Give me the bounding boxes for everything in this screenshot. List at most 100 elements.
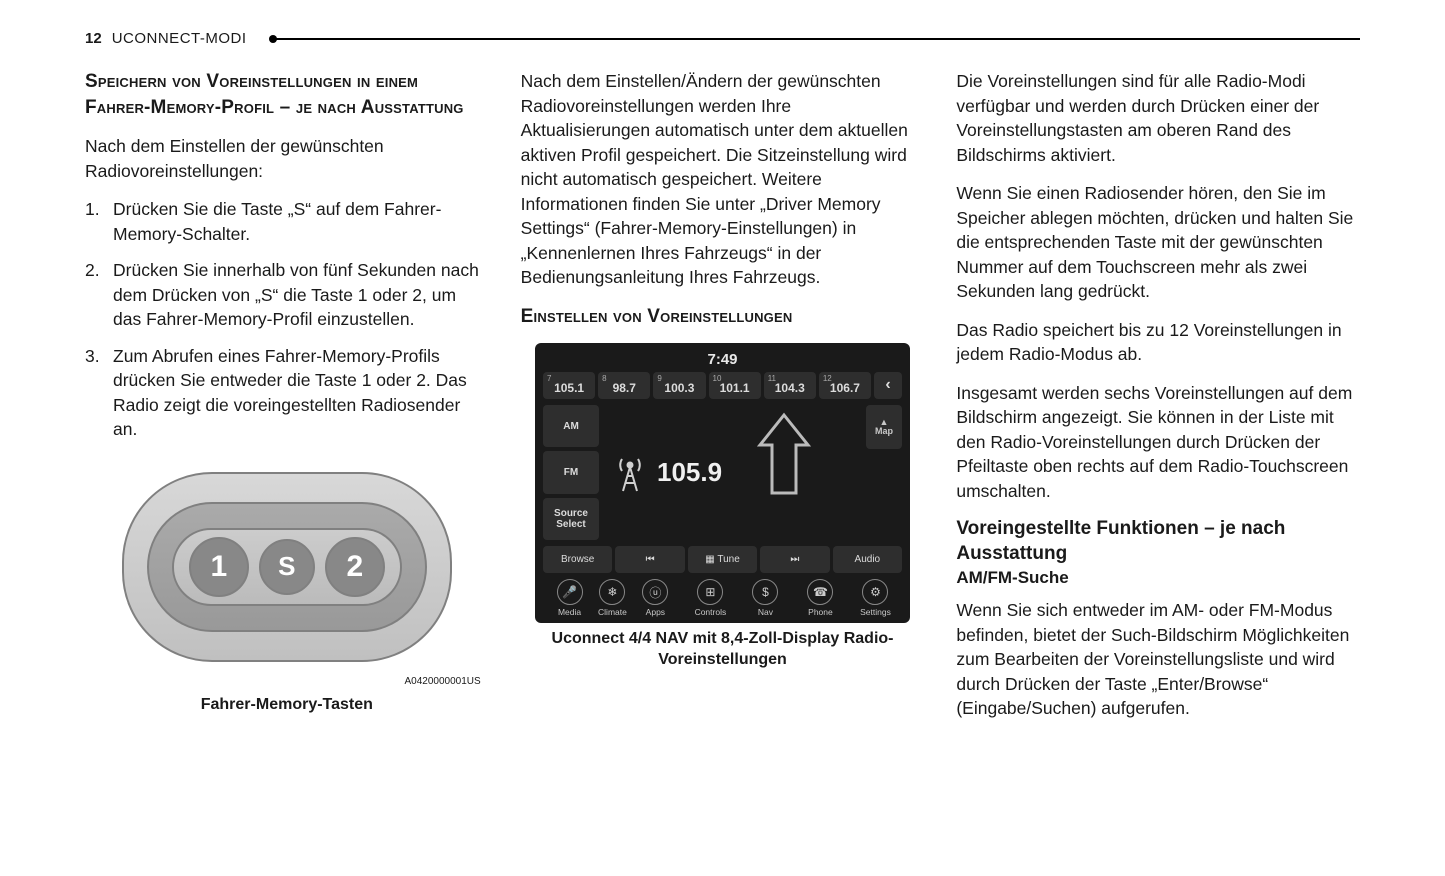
uconnect-figure: 7:49 7105.1 898.7 9100.3 10101.1 11104.3… (521, 343, 925, 671)
nav-phone-label: Phone (794, 607, 847, 617)
subheading-amfm: AM/FM-Suche (956, 568, 1360, 588)
audio-button[interactable]: Audio (833, 546, 902, 573)
uconnect-screen: 7:49 7105.1 898.7 9100.3 10101.1 11104.3… (535, 343, 910, 623)
memory-buttons-graphic: 1 S 2 (122, 472, 452, 672)
preset-row: 7105.1 898.7 9100.3 10101.1 11104.3 1210… (543, 372, 902, 399)
col3-p5: Wenn Sie sich entweder im AM- oder FM-Mo… (956, 598, 1360, 721)
memory-inner-panel: 1 S 2 (172, 528, 402, 606)
controls-icon: ⊞ (697, 579, 723, 605)
nav-nav-label: Nav (739, 607, 792, 617)
step-3: Zum Abrufen eines Fahrer-Memory-Profils … (85, 344, 489, 442)
nav-media-label: Media (543, 607, 596, 617)
map-button[interactable]: ▲Map (866, 405, 902, 449)
intro-text: Nach dem Einstellen der gewünschten Radi… (85, 134, 489, 183)
page-section: UCONNECT-MODI (112, 30, 247, 47)
memory-mid-ring: 1 S 2 (147, 502, 427, 632)
tune-button[interactable]: ▦ Tune (688, 546, 757, 573)
current-frequency: 105.9 (657, 457, 722, 488)
preset-9-freq: 100.3 (653, 381, 705, 395)
browse-button[interactable]: Browse (543, 546, 612, 573)
col2-paragraph: Nach dem Einstellen/Ändern der gewünscht… (521, 69, 925, 290)
clock-time: 7:49 (543, 349, 902, 372)
nav-icon: $ (752, 579, 778, 605)
nav-apps-label: Apps (629, 607, 682, 617)
uconnect-middle: AM FM Source Select 105.9 (543, 405, 902, 540)
preset-10-num: 10 (713, 374, 722, 383)
preset-11-num: 11 (768, 374, 776, 383)
nav-phone[interactable]: ☎ Phone (794, 579, 847, 617)
preset-7-freq: 105.1 (543, 381, 595, 395)
steps-list: Drücken Sie die Taste „S“ auf dem Fahrer… (85, 197, 489, 442)
memory-button-1[interactable]: 1 (189, 537, 249, 597)
nav-controls[interactable]: ⊞ Controls (684, 579, 737, 617)
memory-button-s[interactable]: S (259, 539, 315, 595)
preset-12[interactable]: 12106.7 (819, 372, 871, 399)
nav-bar: 🎤 Media ❄ Climate ⓤ Apps ⊞ Controls $ Nav ☎ Ph… (543, 579, 902, 623)
left-side-buttons: AM FM Source Select (543, 405, 599, 540)
nav-climate-label: Climate (598, 607, 627, 617)
preset-10[interactable]: 10101.1 (709, 372, 761, 399)
content-columns: Speichern von Voreinstellungen in einem … (85, 69, 1360, 735)
preset-11-freq: 104.3 (764, 381, 816, 395)
nav-settings[interactable]: ⚙ Settings (849, 579, 902, 617)
step-1: Drücken Sie die Taste „S“ auf dem Fahrer… (85, 197, 489, 246)
map-label: Map (875, 426, 893, 436)
nav-settings-label: Settings (849, 607, 902, 617)
skip-back-icon: ⏮ (646, 554, 655, 565)
up-arrow-icon (756, 411, 812, 499)
preset-10-freq: 101.1 (709, 381, 761, 395)
preset-9[interactable]: 9100.3 (653, 372, 705, 399)
preset-7[interactable]: 7105.1 (543, 372, 595, 399)
media-icon: 🎤 (557, 579, 583, 605)
climate-icon: ❄ (599, 579, 625, 605)
next-track-button[interactable]: ⏭ (760, 546, 829, 573)
page-header: 12 UCONNECT-MODI (85, 30, 1360, 47)
nav-nav[interactable]: $ Nav (739, 579, 792, 617)
column-3: Die Voreinstellungen sind für alle Radio… (956, 69, 1360, 735)
preset-scroll-arrow[interactable]: ‹ (874, 372, 902, 399)
skip-forward-icon: ⏭ (790, 554, 799, 565)
column-2: Nach dem Einstellen/Ändern der gewünscht… (521, 69, 925, 735)
bottom-control-row: Browse ⏮ ▦ Tune ⏭ Audio (543, 546, 902, 573)
preset-7-num: 7 (547, 374, 551, 383)
chevron-left-icon: ‹ (885, 376, 890, 394)
prev-track-button[interactable]: ⏮ (615, 546, 684, 573)
subheading-preset-functions: Voreingestellte Funktionen – je nach Aus… (956, 517, 1360, 566)
col3-p1: Die Voreinstellungen sind für alle Radio… (956, 69, 1360, 167)
memory-figure-caption: Fahrer-Memory-Tasten (85, 695, 489, 716)
preset-12-num: 12 (823, 374, 832, 383)
header-rule (275, 38, 1360, 40)
preset-8-freq: 98.7 (598, 381, 650, 395)
nav-controls-label: Controls (684, 607, 737, 617)
nav-climate[interactable]: ❄ Climate (598, 579, 627, 617)
col3-p2: Wenn Sie einen Radiosender hören, den Si… (956, 181, 1360, 304)
figure-code: A0420000001US (85, 676, 481, 687)
memory-button-2[interactable]: 2 (325, 537, 385, 597)
tuner-display: 105.9 (603, 405, 862, 540)
page-number: 12 (85, 30, 102, 47)
step-2: Drücken Sie innerhalb von fünf Sekunden … (85, 258, 489, 332)
col3-p4: Insgesamt werden sechs Voreinstellungen … (956, 381, 1360, 504)
right-side-buttons: ▲Map (866, 405, 902, 540)
gear-icon: ⚙ (862, 579, 888, 605)
nav-media[interactable]: 🎤 Media (543, 579, 596, 617)
preset-9-num: 9 (657, 374, 661, 383)
preset-8-num: 8 (602, 374, 606, 383)
phone-icon: ☎ (807, 579, 833, 605)
section-title-set-presets: Einstellen von Voreinstellungen (521, 304, 925, 330)
preset-12-freq: 106.7 (819, 381, 871, 395)
memory-buttons-figure: 1 S 2 A0420000001US Fahrer-Memory-Tasten (85, 472, 489, 716)
section-title-save-presets: Speichern von Voreinstellungen in einem … (85, 69, 489, 120)
column-1: Speichern von Voreinstellungen in einem … (85, 69, 489, 735)
fm-button[interactable]: FM (543, 451, 599, 493)
preset-11[interactable]: 11104.3 (764, 372, 816, 399)
nav-apps[interactable]: ⓤ Apps (629, 579, 682, 617)
apps-icon: ⓤ (642, 579, 668, 605)
source-select-button[interactable]: Source Select (543, 498, 599, 540)
am-button[interactable]: AM (543, 405, 599, 447)
preset-8[interactable]: 898.7 (598, 372, 650, 399)
uconnect-figure-caption: Uconnect 4/4 NAV mit 8,4-Zoll-Display Ra… (521, 629, 925, 671)
col3-p3: Das Radio speichert bis zu 12 Voreinstel… (956, 318, 1360, 367)
memory-outer-ring: 1 S 2 (122, 472, 452, 662)
radio-tower-icon (613, 453, 647, 493)
